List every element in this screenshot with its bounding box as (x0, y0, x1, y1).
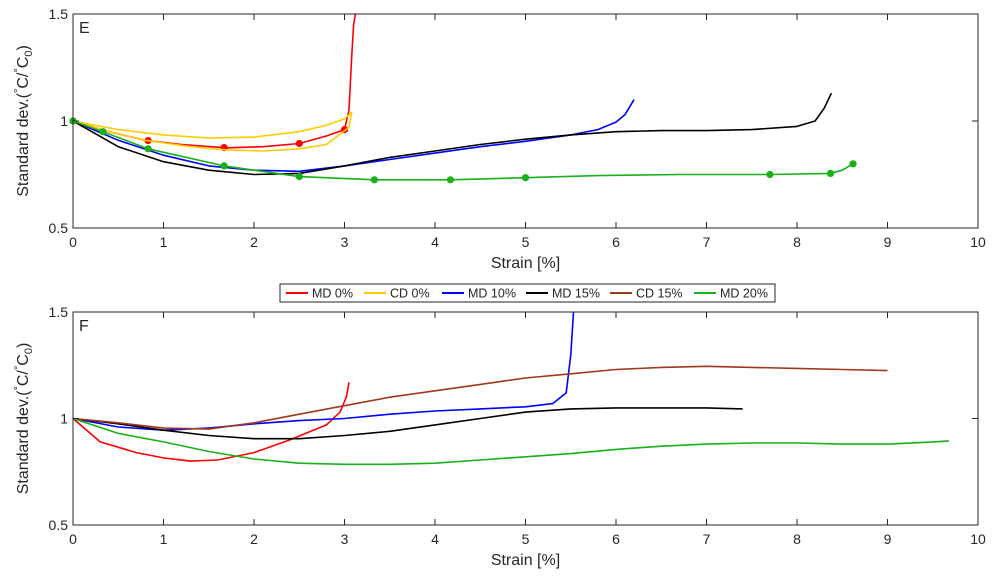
x-tick-label: 0 (69, 234, 77, 250)
x-tick-label: 2 (250, 531, 258, 547)
x-tick-label: 10 (970, 234, 986, 250)
y-tick-label: 0.5 (49, 517, 69, 533)
series-line-md-10pct (72, 311, 575, 431)
series-line-md-15pct (72, 92, 833, 176)
x-tick-label: 3 (341, 234, 349, 250)
x-tick-label: 8 (793, 531, 801, 547)
plot-frame (72, 13, 979, 229)
x-tick-label: 6 (612, 234, 620, 250)
x-tick-label: 2 (250, 234, 258, 250)
x-tick-label: 4 (431, 531, 439, 547)
legend-label-cd-0pct: CD 0% (390, 287, 430, 301)
data-marker-md-20pct (295, 173, 303, 181)
x-tick-label: 10 (970, 531, 986, 547)
x-tick-label: 5 (522, 531, 530, 547)
legend-label-md-15pct: MD 15% (552, 287, 600, 301)
series-line-md-20pct (72, 120, 854, 181)
legend: MD 0% CD 0% MD 10% MD 15% CD 15% MD 20% (279, 283, 776, 303)
plot-frame (72, 311, 979, 526)
series-line-md-10pct (72, 99, 635, 173)
x-tick-label: 7 (703, 234, 711, 250)
data-marker-md-20pct (144, 145, 152, 153)
x-axis-label: Strain [%] (491, 255, 560, 272)
x-tick-label: 4 (431, 234, 439, 250)
x-tick-label: 1 (160, 531, 168, 547)
data-marker-md-20pct (370, 176, 378, 184)
series-line-md-20pct (72, 417, 950, 466)
x-tick-label: 1 (160, 234, 168, 250)
y-axis-label: Standard dev.(°C/°C0) (13, 343, 35, 495)
legend-label-cd-15pct: CD 15% (636, 287, 683, 301)
panel-letter: F (79, 318, 89, 335)
y-tick-label: 1 (60, 113, 68, 129)
y-tick-label: 1.5 (49, 304, 69, 320)
y-tick-label: 0.5 (49, 220, 69, 236)
panel-e: 0 1 2 3 4 5 6 7 8 9 10 0.5 1 1.5 E Strain [%] Standard d… (13, 6, 986, 272)
x-tick-label: 7 (703, 531, 711, 547)
x-tick-label: 9 (884, 531, 892, 547)
series-line-cd-15pct (72, 365, 888, 430)
legend-label-md-20pct: MD 20% (720, 287, 768, 301)
data-marker-md-20pct (849, 160, 857, 168)
x-tick-label: 0 (69, 531, 77, 547)
panel-letter: E (79, 20, 90, 37)
y-tick-label: 1.5 (49, 6, 69, 22)
x-tick-label: 8 (793, 234, 801, 250)
data-marker-md-0pct (295, 139, 303, 148)
series-line-cd-0pct (72, 111, 353, 152)
x-tick-label: 6 (612, 531, 620, 547)
x-tick-label: 9 (884, 234, 892, 250)
series-line-md-15pct (72, 407, 743, 440)
data-marker-md-20pct (766, 170, 774, 179)
legend-label-md-0pct: MD 0% (312, 287, 353, 301)
x-tick-label: 3 (341, 531, 349, 547)
data-marker-md-20pct (99, 128, 107, 136)
y-axis-label: Standard dev.(°C/°C0) (13, 45, 35, 197)
data-marker-md-20pct (826, 169, 835, 177)
x-tick-label: 5 (522, 234, 530, 250)
y-tick-label: 1 (60, 411, 68, 427)
legend-label-md-10pct: MD 10% (468, 287, 516, 301)
data-marker-md-20pct (220, 162, 228, 170)
panel-f: 0 1 2 3 4 5 6 7 8 9 10 0.5 1 1.5 F Strain [%] Standard d… (13, 304, 986, 569)
data-marker-md-20pct (446, 176, 454, 184)
x-axis-label: Strain [%] (491, 552, 560, 569)
data-marker-md-20pct (521, 174, 530, 182)
